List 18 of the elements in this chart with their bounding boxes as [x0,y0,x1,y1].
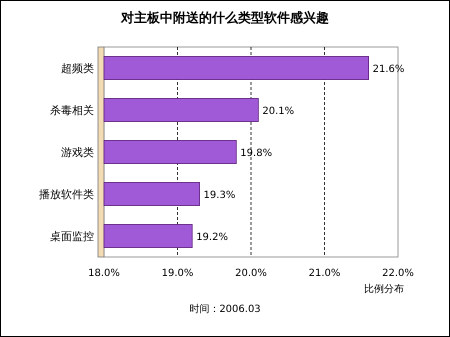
data-label: 19.2% [196,232,228,243]
chart-title: 对主板中附送的什么类型软件感兴趣 [120,10,329,26]
y-tick-label: 播放软件类 [39,188,94,201]
y-tick-label: 超频类 [61,62,94,75]
y-tick-label: 桌面监控 [50,230,94,243]
data-label: 19.3% [204,190,236,201]
y-tick-label: 游戏类 [61,146,94,159]
x-tick-label: 19.0% [162,268,194,279]
x-tick-label: 22.0% [382,268,414,279]
data-label: 21.6% [372,64,404,75]
x-tick-label: 21.0% [308,268,340,279]
text: 时间：2006.03 [189,303,261,315]
x-tick-label: 20.0% [235,268,267,279]
x-axis-title: 比例分布 [364,283,404,295]
x-tick-label: 18.0% [88,268,120,279]
data-label: 20.1% [262,106,294,117]
y-tick-label: 杀毒相关 [50,104,94,117]
data-label: 19.8% [240,148,272,159]
